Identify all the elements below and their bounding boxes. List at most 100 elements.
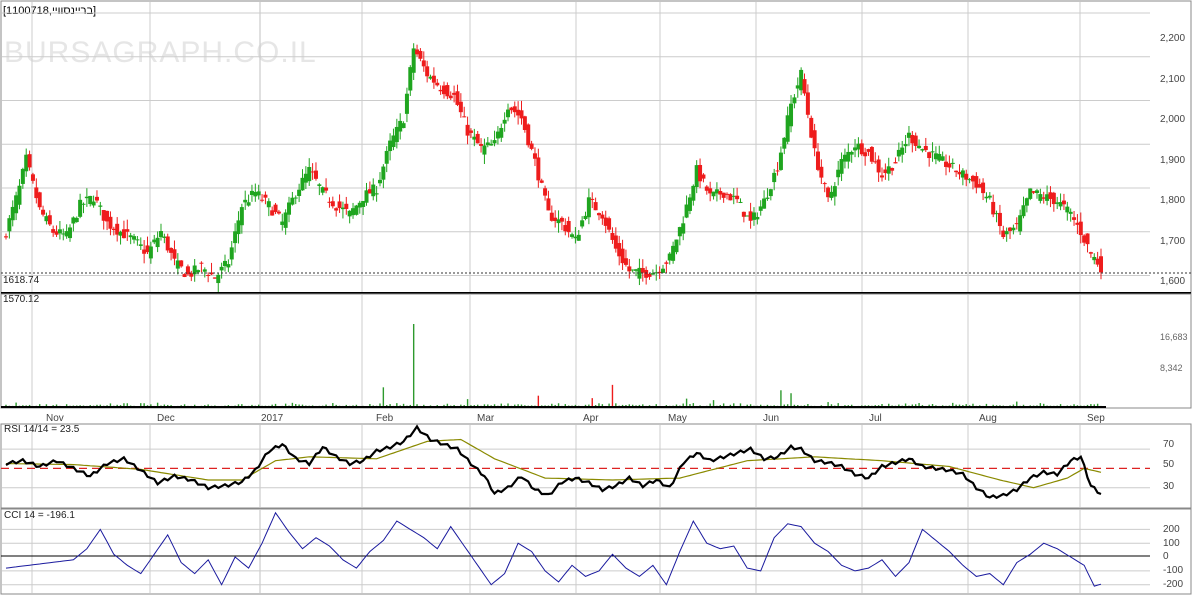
candle-body <box>142 249 147 254</box>
volume-bar <box>999 405 1001 406</box>
volume-bar <box>497 405 499 407</box>
candle-body <box>586 197 591 218</box>
candle-body <box>492 140 497 144</box>
candle-body <box>132 236 137 240</box>
volume-bar <box>119 405 122 406</box>
cci-grid <box>2 510 1150 593</box>
volume-bar <box>106 405 108 406</box>
price-axis: 2,200 2,100 2,000 1,900 1,800 1,700 1,60… <box>1160 33 1185 287</box>
volume-bar <box>995 405 998 406</box>
volume-bar <box>396 403 398 406</box>
volume-bar <box>631 404 634 406</box>
volume-bar <box>224 405 226 407</box>
volume-bar <box>487 404 489 406</box>
candle-body <box>81 203 86 205</box>
candle-body <box>158 231 163 238</box>
candle-body <box>34 187 39 199</box>
volume-bar <box>1043 403 1045 406</box>
candle-body <box>829 191 834 198</box>
candle-body <box>927 152 932 159</box>
candle-body <box>977 184 982 188</box>
candle-body <box>14 195 19 214</box>
candle-body <box>650 273 655 275</box>
volume-bar <box>567 405 570 407</box>
candle-body <box>165 236 170 251</box>
candle-body <box>984 196 989 199</box>
candle-body <box>930 151 935 153</box>
volume-bar <box>648 405 651 406</box>
cci-title: CCI 14 = -196.1 <box>4 510 75 521</box>
rsi-tick-30: 30 <box>1163 481 1175 492</box>
volume-bar <box>638 404 641 406</box>
volume-bar <box>904 403 907 406</box>
candle-body <box>869 146 874 162</box>
candle-body <box>74 217 79 223</box>
candle-body <box>539 180 544 183</box>
volume-bar <box>237 404 240 406</box>
volume-bar <box>877 405 880 406</box>
candle-body <box>239 207 244 226</box>
candle-body <box>351 208 356 216</box>
volume-bar <box>918 403 920 406</box>
candle-body <box>627 266 632 272</box>
volume-bar <box>675 404 678 406</box>
volume-bar <box>507 403 509 406</box>
y-tick-2100: 2,100 <box>1160 74 1185 85</box>
volume-bar <box>493 404 496 406</box>
candle-body <box>657 271 662 273</box>
volume-bar <box>167 404 169 406</box>
volume-bar <box>1076 405 1079 406</box>
candle-body <box>468 130 473 133</box>
candle-body <box>553 217 558 222</box>
candle-body <box>522 116 527 130</box>
candle-body <box>970 175 975 182</box>
candle-body <box>249 190 254 195</box>
volume-bar <box>807 404 809 406</box>
volume-bar <box>476 404 479 406</box>
candle-body <box>1065 206 1070 213</box>
candle-body <box>442 85 446 95</box>
candle-body <box>903 144 908 147</box>
volume-bar <box>780 390 782 406</box>
volume-bar <box>38 404 41 406</box>
volume-bar <box>621 404 624 406</box>
candle-body <box>344 203 349 209</box>
candle-body <box>812 130 817 149</box>
volume-bar <box>554 404 556 406</box>
rsi-title: RSI 14/14 = 23.5 <box>4 424 80 435</box>
candle-body <box>357 202 362 208</box>
volume-bar <box>551 403 553 406</box>
volume-bar <box>901 405 903 407</box>
candle-body <box>108 216 113 229</box>
candle-body <box>1085 233 1090 245</box>
candle-body <box>1011 227 1016 231</box>
candle-body <box>954 170 959 173</box>
volume-bar <box>28 404 31 406</box>
volume-bar <box>871 405 873 407</box>
volume-bar <box>746 404 748 406</box>
candle-body <box>374 193 379 195</box>
volume-bar <box>1083 405 1085 407</box>
candle-body <box>273 204 278 213</box>
candle-body <box>1045 194 1050 201</box>
candle-body <box>853 147 858 151</box>
volume-bar <box>611 384 614 406</box>
candle-body <box>775 170 780 172</box>
candle-body <box>873 161 878 163</box>
volume-bar <box>861 405 863 406</box>
volume-bar <box>143 403 145 406</box>
volume-bar <box>628 404 631 406</box>
candle-body <box>1018 215 1023 232</box>
candle-body <box>802 79 807 94</box>
candle-body <box>745 215 750 217</box>
candle-body <box>917 145 922 149</box>
candle-body <box>674 239 679 253</box>
candle-body <box>526 124 531 146</box>
volume-bar <box>295 404 297 406</box>
volume-bar <box>642 404 644 406</box>
volume-bar <box>150 404 152 406</box>
candle-body <box>630 269 635 271</box>
candle-body <box>310 171 315 173</box>
volume-bar <box>308 405 310 407</box>
